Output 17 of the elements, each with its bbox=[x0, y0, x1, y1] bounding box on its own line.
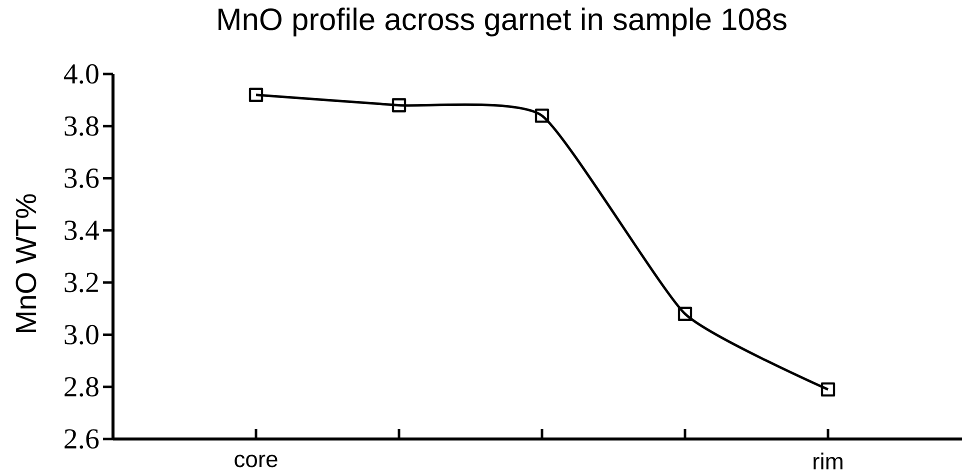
x-tick-label: rim bbox=[814, 452, 842, 470]
y-tick-label: 3.2 bbox=[64, 272, 98, 292]
y-tick-label: 2.8 bbox=[64, 377, 98, 397]
y-tick-label: 4.0 bbox=[64, 64, 98, 84]
y-tick-label: 3.8 bbox=[64, 116, 98, 136]
point bbox=[392, 98, 406, 112]
point bbox=[678, 306, 692, 321]
y-axis-title: MnO WT% bbox=[16, 194, 36, 332]
y-tick-label: 3.0 bbox=[64, 324, 98, 345]
y-tick-label: 3.6 bbox=[64, 168, 99, 188]
point bbox=[248, 88, 264, 102]
y-tick-label: 3.4 bbox=[64, 220, 100, 240]
x-tick-label: core bbox=[234, 454, 278, 468]
chart-title: MnO profile across garnet in sample 108s bbox=[218, 8, 786, 36]
y-tick-label: 2.6 bbox=[64, 429, 99, 449]
point bbox=[820, 382, 836, 397]
point bbox=[534, 108, 550, 123]
